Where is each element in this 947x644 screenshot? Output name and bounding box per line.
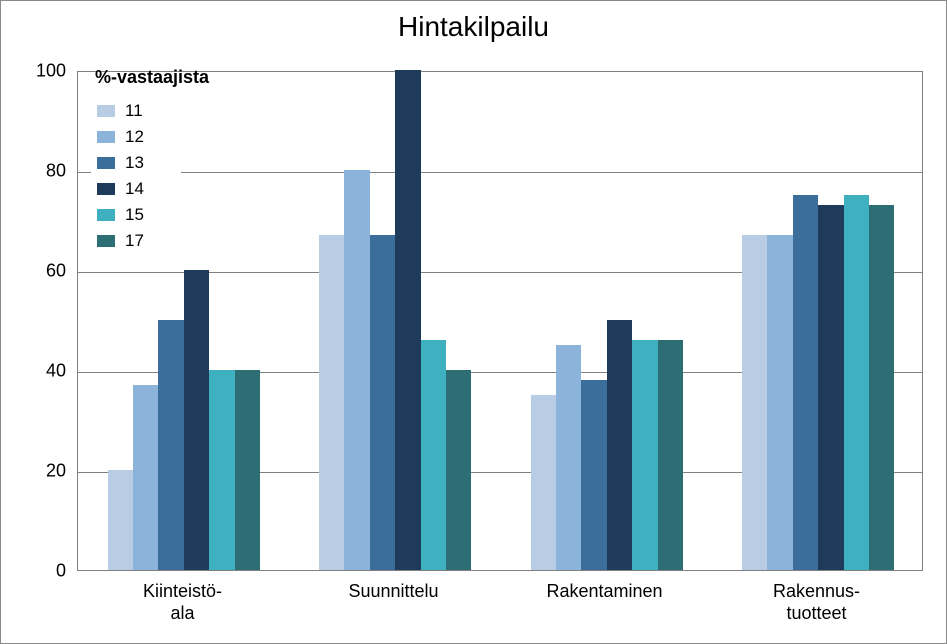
bar-15-cat1 [421, 340, 446, 570]
chart-container: Hintakilpailu 0 20 40 60 80 100 %-vastaa… [0, 0, 947, 644]
plot-area [77, 71, 923, 571]
bar-17-cat3 [869, 205, 894, 570]
bar-12-cat0 [133, 385, 158, 570]
y-tick-5: 100 [6, 61, 66, 82]
y-tick-1: 20 [6, 461, 66, 482]
y-tick-0: 0 [6, 561, 66, 582]
legend-swatch-12 [97, 131, 115, 143]
legend-item-14: 14 [97, 179, 175, 199]
legend-item-13: 13 [97, 153, 175, 173]
bar-12-cat1 [344, 170, 369, 570]
legend-item-11: 11 [97, 101, 175, 121]
y-tick-3: 60 [6, 261, 66, 282]
bar-15-cat2 [632, 340, 657, 570]
legend-label-11: 11 [125, 101, 143, 121]
bar-14-cat2 [607, 320, 632, 570]
bar-11-cat1 [319, 235, 344, 570]
bar-11-cat3 [742, 235, 767, 570]
legend-label-17: 17 [125, 231, 144, 251]
bar-12-cat2 [556, 345, 581, 570]
bar-17-cat0 [235, 370, 260, 570]
bar-17-cat2 [658, 340, 683, 570]
legend-swatch-13 [97, 157, 115, 169]
legend-swatch-17 [97, 235, 115, 247]
legend-item-15: 15 [97, 205, 175, 225]
bar-15-cat3 [844, 195, 869, 570]
bar-13-cat0 [158, 320, 183, 570]
x-tick-0: Kiinteistö- ala [77, 581, 288, 624]
y-tick-2: 40 [6, 361, 66, 382]
legend-swatch-11 [97, 105, 115, 117]
legend: 11 12 13 14 15 17 [91, 91, 181, 263]
legend-label-14: 14 [125, 179, 144, 199]
y-axis-title: %-vastaajista [95, 67, 209, 88]
gridline-80 [78, 172, 922, 173]
bar-11-cat0 [108, 470, 133, 570]
bar-13-cat1 [370, 235, 395, 570]
bar-17-cat1 [446, 370, 471, 570]
x-tick-3: Rakennus- tuotteet [710, 581, 923, 624]
y-tick-4: 80 [6, 161, 66, 182]
legend-item-12: 12 [97, 127, 175, 147]
bar-11-cat2 [531, 395, 556, 570]
legend-label-13: 13 [125, 153, 144, 173]
chart-title: Hintakilpailu [1, 11, 946, 43]
legend-swatch-15 [97, 209, 115, 221]
legend-label-12: 12 [125, 127, 144, 147]
bar-14-cat3 [818, 205, 843, 570]
x-tick-2: Rakentaminen [499, 581, 710, 603]
bar-15-cat0 [209, 370, 234, 570]
bar-13-cat3 [793, 195, 818, 570]
legend-swatch-14 [97, 183, 115, 195]
x-tick-1: Suunnittelu [288, 581, 499, 603]
bar-14-cat0 [184, 270, 209, 570]
bar-13-cat2 [581, 380, 606, 570]
legend-item-17: 17 [97, 231, 175, 251]
legend-label-15: 15 [125, 205, 144, 225]
bar-14-cat1 [395, 70, 420, 570]
bar-12-cat3 [767, 235, 792, 570]
